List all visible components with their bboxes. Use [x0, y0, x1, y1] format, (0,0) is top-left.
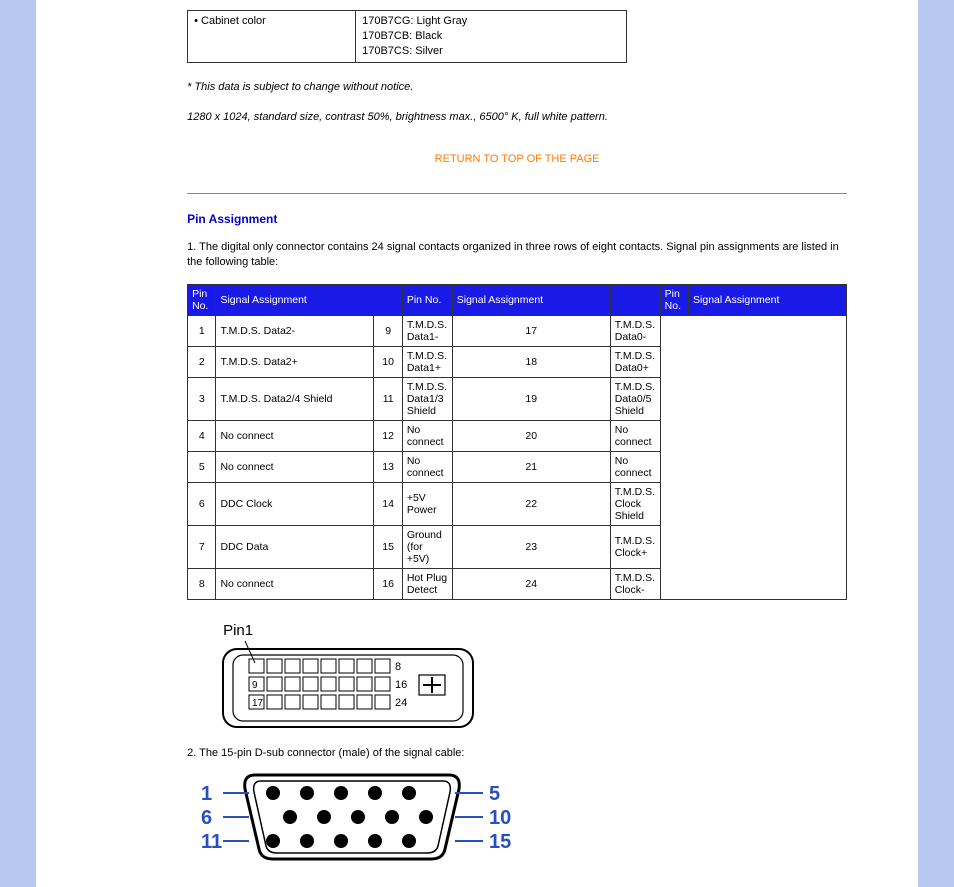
- signal-cell: DDC Clock: [216, 483, 374, 526]
- svg-text:24: 24: [395, 697, 407, 709]
- pin-number-cell: 16: [374, 569, 402, 600]
- pin-number-cell: 19: [452, 378, 610, 421]
- pin-table-header-row: Pin No. Signal Assignment Pin No. Signal…: [188, 285, 847, 316]
- vga-intro: 2. The 15-pin D-sub connector (male) of …: [187, 747, 847, 759]
- signal-cell: T.M.D.S. Clock Shield: [610, 483, 660, 526]
- left-margin: [36, 0, 187, 887]
- pin-number-cell: 8: [188, 569, 216, 600]
- left-accent-bar: [0, 0, 36, 887]
- pin-table-row: 6DDC Clock14+5V Power22T.M.D.S. Clock Sh…: [188, 483, 847, 526]
- signal-header: Signal Assignment: [452, 285, 610, 316]
- signal-cell: T.M.D.S. Data2+: [216, 347, 374, 378]
- signal-cell: T.M.D.S. Clock+: [610, 526, 660, 569]
- pin-table-row: 2T.M.D.S. Data2+10T.M.D.S. Data1+18T.M.D…: [188, 347, 847, 378]
- signal-cell: T.M.D.S. Data1+: [402, 347, 452, 378]
- pin-table-row: 4No connect12No connect20No connect: [188, 421, 847, 452]
- pin-number-cell: 17: [452, 316, 610, 347]
- svg-text:16: 16: [395, 679, 407, 691]
- svg-text:1: 1: [201, 783, 212, 805]
- dvi-connector-diagram: Pin1 8 16 9 24 17: [205, 622, 847, 729]
- signal-cell: No connect: [610, 452, 660, 483]
- pin-number-cell: 2: [188, 347, 216, 378]
- pin-number-cell: 7: [188, 526, 216, 569]
- pin-number-cell: 14: [374, 483, 402, 526]
- svg-text:9: 9: [252, 680, 258, 691]
- svg-text:17: 17: [252, 698, 264, 709]
- cabinet-color-value: 170B7CB: Black: [362, 30, 442, 42]
- pin-no-header: Pin No.: [402, 285, 452, 316]
- pin-assignment-title: Pin Assignment: [187, 212, 847, 226]
- right-margin: [847, 0, 918, 887]
- signal-cell: No connect: [402, 421, 452, 452]
- right-accent-bar: [918, 0, 954, 887]
- signal-cell: T.M.D.S. Data2/4 Shield: [216, 378, 374, 421]
- pin-number-cell: 23: [452, 526, 610, 569]
- signal-cell: T.M.D.S. Data0/5 Shield: [610, 378, 660, 421]
- cabinet-color-table: • Cabinet color 170B7CG: Light Gray 170B…: [187, 10, 627, 63]
- signal-cell: T.M.D.S. Data2-: [216, 316, 374, 347]
- signal-cell: No connect: [402, 452, 452, 483]
- pin-table-row: 1T.M.D.S. Data2-9T.M.D.S. Data1-17T.M.D.…: [188, 316, 847, 347]
- pin-no-header: Pin No.: [660, 285, 688, 316]
- section-divider: [187, 193, 847, 194]
- pin-number-cell: 21: [452, 452, 610, 483]
- svg-text:10: 10: [489, 807, 511, 829]
- pin-number-cell: 4: [188, 421, 216, 452]
- pin-number-cell: 15: [374, 526, 402, 569]
- vga-connector-svg: 1611 51015: [201, 767, 511, 867]
- pin-number-cell: 11: [374, 378, 402, 421]
- svg-text:8: 8: [395, 661, 401, 673]
- signal-cell: T.M.D.S. Data1-: [402, 316, 452, 347]
- pin-number-cell: 24: [452, 569, 610, 600]
- svg-text:15: 15: [489, 831, 511, 853]
- pin-number-cell: 6: [188, 483, 216, 526]
- disclaimer-note: * This data is subject to change without…: [187, 81, 847, 93]
- signal-cell: Hot Plug Detect: [402, 569, 452, 600]
- signal-header: Signal Assignment: [216, 285, 374, 316]
- spec-line: 1280 x 1024, standard size, contrast 50%…: [187, 111, 847, 123]
- pin-table-row: 3T.M.D.S. Data2/4 Shield11T.M.D.S. Data1…: [188, 378, 847, 421]
- signal-cell: Ground (for +5V): [402, 526, 452, 569]
- cabinet-color-value: 170B7CG: Light Gray: [362, 15, 467, 27]
- signal-cell: No connect: [610, 421, 660, 452]
- pin-number-cell: 12: [374, 421, 402, 452]
- cabinet-color-values: 170B7CG: Light Gray 170B7CB: Black 170B7…: [356, 11, 627, 63]
- pin-number-cell: 1: [188, 316, 216, 347]
- pin-number-cell: 5: [188, 452, 216, 483]
- pin-number-cell: 13: [374, 452, 402, 483]
- cabinet-color-value: 170B7CS: Silver: [362, 45, 443, 57]
- pin-number-cell: 10: [374, 347, 402, 378]
- svg-text:11: 11: [201, 831, 222, 853]
- pin1-label: Pin1: [223, 622, 847, 639]
- dvi-connector-svg: 8 16 9 24 17: [205, 639, 475, 729]
- cabinet-color-label: • Cabinet color: [188, 11, 356, 63]
- pin-assignment-table: Pin No. Signal Assignment Pin No. Signal…: [187, 284, 847, 600]
- signal-cell: T.M.D.S. Data0-: [610, 316, 660, 347]
- pin-table-row: 8No connect16Hot Plug Detect24T.M.D.S. C…: [188, 569, 847, 600]
- pin-number-cell: 3: [188, 378, 216, 421]
- signal-cell: No connect: [216, 452, 374, 483]
- signal-cell: No connect: [216, 421, 374, 452]
- pin-table-row: 7DDC Data15Ground (for +5V)23T.M.D.S. Cl…: [188, 526, 847, 569]
- signal-cell: T.M.D.S. Data1/3 Shield: [402, 378, 452, 421]
- signal-cell: T.M.D.S. Data0+: [610, 347, 660, 378]
- svg-text:6: 6: [201, 807, 212, 829]
- signal-header: Signal Assignment: [689, 285, 847, 316]
- signal-cell: T.M.D.S. Clock-: [610, 569, 660, 600]
- pin-table-row: 5No connect13No connect21No connect: [188, 452, 847, 483]
- pin-no-header: Pin No.: [188, 285, 216, 316]
- pin-number-cell: 18: [452, 347, 610, 378]
- main-content: • Cabinet color 170B7CG: Light Gray 170B…: [187, 0, 847, 887]
- table-group-separator: [610, 285, 660, 316]
- pin-assignment-intro: 1. The digital only connector contains 2…: [187, 240, 847, 271]
- svg-text:5: 5: [489, 783, 500, 805]
- pin-number-cell: 9: [374, 316, 402, 347]
- return-to-top-link[interactable]: RETURN TO TOP OF THE PAGE: [435, 153, 600, 165]
- pin-number-cell: 22: [452, 483, 610, 526]
- table-group-separator: [374, 285, 402, 316]
- pin-number-cell: 20: [452, 421, 610, 452]
- signal-cell: +5V Power: [402, 483, 452, 526]
- signal-cell: No connect: [216, 569, 374, 600]
- signal-cell: DDC Data: [216, 526, 374, 569]
